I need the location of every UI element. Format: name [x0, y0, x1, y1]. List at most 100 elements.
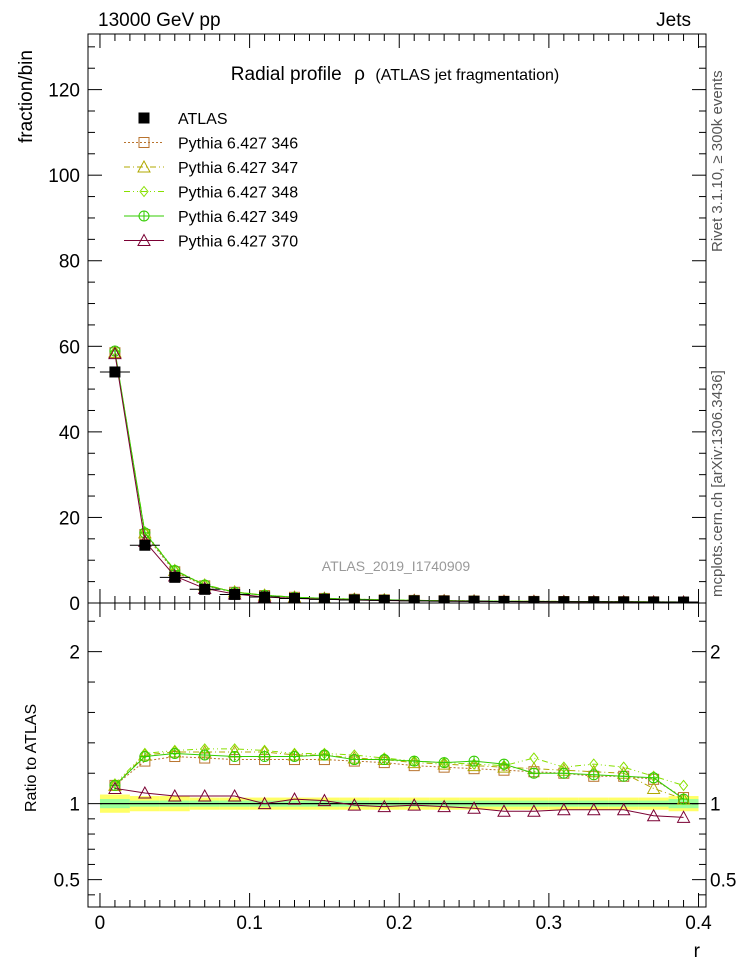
ratio-line-0 [114, 756, 684, 798]
ratio-point-3 [378, 754, 390, 766]
ratio-point-4 [467, 801, 481, 814]
side-text-top: Rivet 3.1.10, ≥ 300k events [709, 70, 726, 252]
ratio-point-2 [469, 758, 479, 770]
y-tick-label: 60 [59, 337, 80, 358]
data-point [468, 595, 480, 603]
ratio-point-4 [407, 798, 422, 811]
legend-marker [137, 159, 151, 173]
plot-title-main: Radial profile [231, 64, 342, 85]
side-text-bottom: mcplots.cern.ch [arXiv:1306.3436] [709, 370, 726, 597]
data-point [348, 594, 360, 603]
ratio-point-4 [497, 804, 511, 817]
ratio-point-3 [528, 767, 540, 779]
data-point [259, 591, 271, 603]
data-point [408, 595, 420, 603]
legend-label: Pythia 6.427 370 [178, 234, 298, 251]
plot-title-rho: ρ [354, 64, 365, 85]
ratio-point-4 [527, 804, 541, 817]
ratio-point-3 [408, 755, 420, 767]
ratio-point-3 [468, 755, 480, 767]
ratio-y-tick-label-right: 0.5 [710, 871, 736, 892]
legend-marker [138, 210, 150, 222]
ratio-point-4 [586, 802, 601, 816]
legend-label: Pythia 6.427 349 [178, 209, 298, 226]
data-point [648, 596, 660, 603]
ratio-point-3 [229, 751, 241, 763]
analysis-watermark: ATLAS_2019_I1740909 [322, 558, 471, 574]
data-point [199, 583, 211, 595]
y-axis-label-top: fraction/bin [16, 50, 37, 143]
legend-label: Pythia 6.427 348 [178, 185, 298, 202]
y-tick-label: 100 [48, 166, 80, 187]
y-tick-label: 40 [59, 423, 80, 444]
ratio-point-4 [287, 792, 302, 805]
series-point-1 [108, 345, 122, 358]
legend-marker [138, 112, 150, 124]
y-tick-label: 20 [59, 508, 80, 529]
x-axis-label: r [694, 941, 701, 962]
ratio-point-4 [557, 802, 571, 816]
ratio-point-3 [288, 751, 300, 763]
ratio-point-2 [678, 779, 689, 792]
legend-marker [138, 137, 150, 148]
data-point [229, 588, 241, 600]
ratio-point-4 [197, 788, 212, 802]
ratio-point-3 [438, 757, 450, 769]
legend: ATLAS Pythia 6.427 346 Pythia 6.427 347 Pyt… [124, 111, 298, 251]
series-point-3 [139, 527, 151, 539]
ratio-line-1 [114, 751, 684, 800]
ratio-point-4 [616, 802, 631, 816]
ratio-point-3 [169, 747, 181, 759]
x-tick-label: 0.4 [685, 913, 712, 934]
ratio-point-3 [199, 749, 211, 761]
data-point [588, 596, 600, 603]
legend-label: Pythia 6.427 346 [178, 136, 298, 153]
x-tick-label: 0.3 [536, 913, 562, 934]
data-point [139, 539, 151, 551]
data-point [528, 596, 540, 603]
x-tick-label: 0 [95, 913, 106, 934]
series-point-4 [108, 346, 122, 360]
data-point [618, 596, 630, 603]
data-point [678, 596, 690, 603]
ratio-point-3 [618, 770, 630, 782]
data-point [438, 595, 450, 603]
x-tick-label: 0.1 [236, 913, 262, 934]
y-tick-label: 80 [59, 252, 80, 273]
ratio-point-3 [348, 754, 360, 766]
data-point [558, 596, 570, 603]
ratio-point-4 [257, 796, 272, 810]
plot-frame [87, 602, 707, 908]
legend-marker [137, 233, 151, 246]
legend-label: Pythia 6.427 347 [178, 160, 298, 177]
plot-title-suffix: (ATLAS jet fragmentation) [375, 67, 559, 84]
data-point [378, 594, 390, 603]
data-point [318, 593, 330, 603]
ratio-point-3 [648, 772, 660, 784]
data-point [109, 366, 121, 378]
ratio-point-2 [589, 758, 599, 770]
ratio-point-4 [167, 788, 182, 802]
data-point [498, 596, 510, 603]
ratio-point-4 [317, 793, 332, 807]
x-tick-label: 0.2 [386, 913, 412, 934]
ratio-point-3 [318, 749, 330, 761]
ratio-point-4 [347, 798, 362, 811]
ratio-point-3 [498, 758, 510, 770]
ratio-point-4 [227, 788, 242, 802]
ratio-plot-panel: 0.5 0.5 1 1 2 2 0 0.1 0.2 0.3 0.4 Ratio to ATLAS r [23, 602, 736, 962]
plot-title: Radial profile ρ (ATLAS jet fragmentatio… [231, 64, 559, 85]
ratio-point-4 [646, 808, 661, 822]
ratio-line-2 [114, 748, 684, 786]
header-left: 13000 GeV pp [98, 10, 221, 31]
data-point [169, 571, 181, 583]
ratio-point-3 [588, 769, 600, 781]
ratio-point-4 [437, 799, 451, 813]
y-axis-label-bottom: Ratio to ATLAS [23, 704, 40, 812]
ratio-point-4 [377, 799, 392, 813]
data-point [288, 593, 300, 603]
ratio-point-3 [678, 793, 690, 805]
y-tick-label: 120 [48, 81, 80, 102]
ratio-y-tick-label: 0.5 [54, 871, 80, 892]
